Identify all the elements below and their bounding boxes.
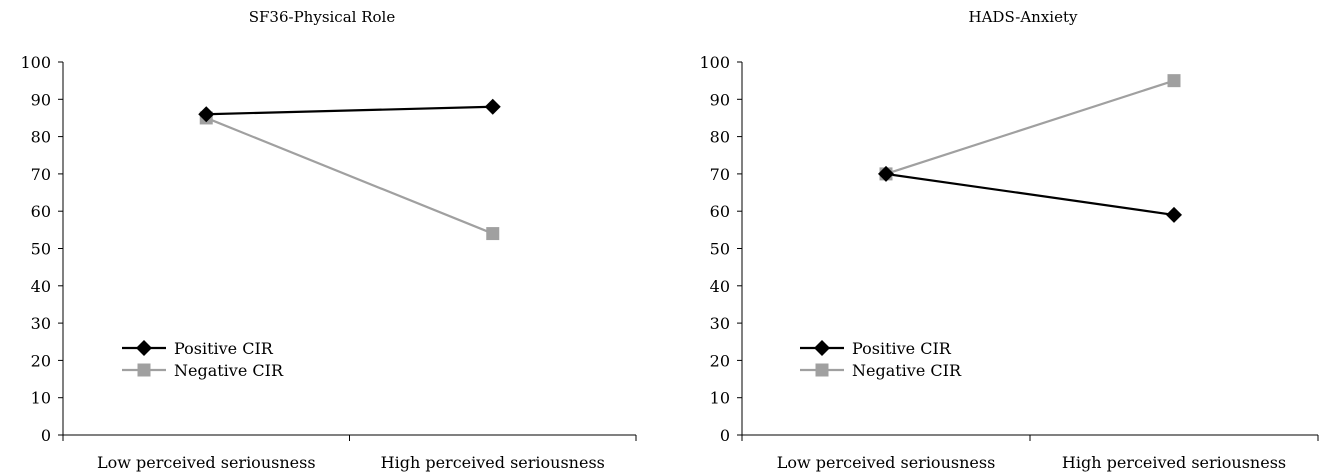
y-tick-label-hads-10: 10 [710, 389, 730, 408]
data-point-sf36-positive-0 [198, 106, 215, 123]
y-tick-label-hads-30: 30 [710, 314, 730, 333]
y-tick-label-sf36-0: 0 [41, 426, 51, 445]
data-point-hads-negative-1 [1167, 74, 1181, 88]
series-line-sf36-positive [206, 105, 493, 116]
x-category-label-sf36-1: High perceived seriousness [381, 453, 605, 472]
x-category-label-hads-1: High perceived seriousness [1062, 453, 1286, 472]
series-line-sf36-negative [205, 116, 494, 235]
y-tick-label-sf36-80: 80 [31, 128, 51, 147]
y-tick-label-hads-50: 50 [710, 240, 730, 259]
legend-label-sf36-positive: Positive CIR [174, 339, 274, 358]
chart-title-hads: HADS-Anxiety [969, 8, 1078, 26]
y-tick-label-hads-90: 90 [710, 90, 730, 109]
y-tick-label-hads-70: 70 [710, 165, 730, 184]
data-point-hads-positive-1 [1166, 206, 1182, 223]
y-tick-label-hads-80: 80 [710, 128, 730, 147]
y-tick-label-sf36-50: 50 [31, 240, 51, 259]
data-point-sf36-negative-1 [486, 227, 500, 241]
y-tick-label-hads-60: 60 [710, 202, 730, 221]
data-point-sf36-positive-1 [484, 98, 501, 115]
y-tick-label-sf36-20: 20 [31, 351, 51, 370]
y-tick-label-hads-0: 0 [720, 426, 730, 445]
y-tick-label-sf36-90: 90 [31, 90, 51, 109]
legend-label-hads-negative: Negative CIR [852, 361, 962, 380]
y-tick-label-hads-40: 40 [710, 277, 730, 296]
data-point-hads-positive-0 [878, 165, 894, 182]
y-tick-label-sf36-40: 40 [31, 277, 51, 296]
y-tick-label-hads-100: 100 [699, 53, 730, 72]
y-tick-label-hads-20: 20 [710, 351, 730, 370]
legend-marker-sf36-negative [137, 363, 151, 377]
chart-title-sf36: SF36-Physical Role [249, 8, 396, 26]
x-category-label-sf36-0: Low perceived seriousness [97, 453, 316, 472]
legend-marker-hads-positive [814, 340, 830, 356]
legend-marker-hads-negative [815, 363, 829, 377]
y-tick-label-sf36-100: 100 [20, 53, 51, 72]
y-tick-label-sf36-70: 70 [31, 165, 51, 184]
legend-label-hads-positive: Positive CIR [852, 339, 952, 358]
series-line-hads-positive [885, 172, 1175, 217]
legend-marker-sf36-positive [136, 340, 152, 356]
y-tick-label-sf36-30: 30 [31, 314, 51, 333]
x-category-label-hads-0: Low perceived seriousness [777, 453, 996, 472]
legend-label-sf36-negative: Negative CIR [174, 361, 284, 380]
y-tick-label-sf36-60: 60 [31, 202, 51, 221]
y-tick-label-sf36-10: 10 [31, 389, 51, 408]
series-line-hads-negative [885, 79, 1175, 175]
